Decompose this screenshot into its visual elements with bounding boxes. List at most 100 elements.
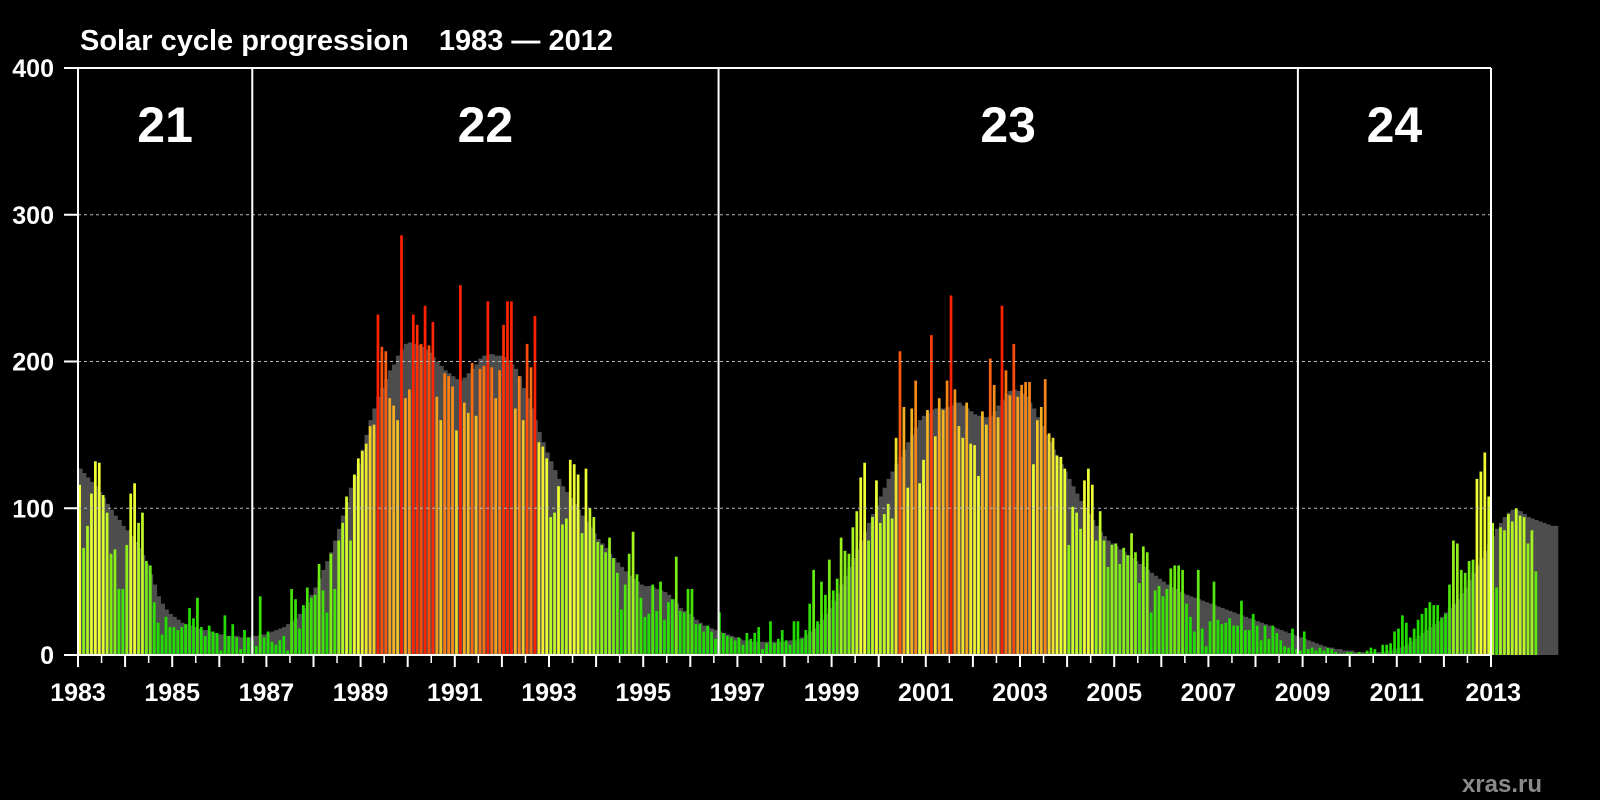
monthly-bar [651, 584, 655, 655]
monthly-bar [1393, 631, 1396, 655]
monthly-bar [1424, 608, 1428, 655]
monthly-bar [894, 437, 898, 655]
monthly-bar [1228, 618, 1232, 655]
monthly-bar [192, 618, 195, 655]
monthly-bar [235, 637, 239, 655]
x-tick-label: 2007 [1181, 679, 1237, 707]
monthly-bar [588, 508, 592, 655]
monthly-bar [973, 445, 976, 655]
monthly-bar [298, 628, 301, 655]
monthly-bar [129, 493, 133, 655]
monthly-bar [223, 615, 227, 655]
monthly-bar [411, 314, 415, 655]
monthly-bar [502, 324, 505, 655]
monthly-bar [1526, 543, 1530, 655]
monthly-bar [655, 610, 658, 655]
smoothed-bar [274, 630, 279, 655]
y-tick-label: 100 [12, 495, 54, 523]
monthly-bar [1094, 540, 1098, 655]
monthly-bar [957, 426, 961, 655]
monthly-bar [148, 565, 152, 655]
cycle-dividers: 21 22 23 24 [137, 68, 1422, 655]
monthly-bar [247, 637, 250, 655]
monthly-bar [937, 398, 941, 655]
monthly-bar [353, 474, 356, 655]
monthly-bar [1106, 566, 1110, 655]
monthly-bar [254, 646, 258, 655]
smoothed-bar [760, 641, 766, 655]
monthly-bar [510, 301, 513, 655]
smoothed-bar [117, 519, 122, 655]
monthly-bar [576, 474, 580, 655]
monthly-bar [1000, 305, 1004, 655]
monthly-bar [1389, 643, 1392, 655]
monthly-bar [659, 581, 662, 656]
monthly-bar [1181, 569, 1184, 655]
monthly-bar [965, 402, 969, 655]
smoothed-bar [238, 637, 244, 655]
monthly-bar [953, 389, 957, 655]
monthly-bar [918, 483, 921, 655]
monthly-bar [1036, 420, 1039, 655]
monthly-bar [392, 405, 396, 655]
monthly-bar [533, 316, 537, 655]
smoothed-bar [1286, 632, 1292, 655]
monthly-bar [294, 599, 297, 655]
smoothed-bar [1545, 524, 1551, 655]
smoothed-bar [1192, 597, 1198, 655]
monthly-bar [1267, 638, 1271, 655]
monthly-bar [435, 396, 439, 655]
monthly-bar [619, 609, 623, 655]
monthly-bar [302, 605, 305, 655]
monthly-bar [753, 632, 757, 655]
monthly-bar [513, 408, 517, 655]
monthly-bar [553, 512, 556, 655]
monthly-bar [922, 459, 925, 655]
monthly-bar [1291, 628, 1294, 655]
monthly-bar [290, 588, 293, 655]
monthly-bar [996, 417, 1000, 655]
monthly-bar [561, 524, 564, 655]
monthly-bar [415, 324, 419, 655]
monthly-bar [380, 346, 384, 655]
monthly-bar [1495, 587, 1498, 655]
monthly-bar [663, 619, 666, 655]
smoothed-bar [1306, 640, 1312, 655]
watermark: xras.ru [1462, 771, 1542, 798]
x-tick-label: 1993 [521, 679, 577, 707]
x-tick-label: 1983 [50, 679, 106, 707]
monthly-bar [824, 594, 827, 655]
smoothed-bar [1542, 522, 1547, 655]
monthly-bar [678, 610, 682, 655]
monthly-bar [152, 602, 156, 655]
monthly-bar [1373, 649, 1377, 655]
monthly-bar [439, 420, 443, 655]
monthly-bar [879, 522, 882, 655]
monthly-bar [859, 477, 863, 655]
monthly-bar [160, 634, 164, 655]
monthly-bar [725, 635, 729, 655]
monthly-bar [537, 442, 541, 655]
monthly-bar [329, 553, 333, 655]
monthly-bar [478, 368, 482, 655]
monthly-bar [1216, 619, 1220, 655]
monthly-bar [521, 420, 525, 655]
monthly-bar [694, 624, 698, 655]
x-tick-label: 2003 [992, 679, 1048, 707]
monthly-bar [1397, 628, 1400, 655]
cycle-label: 23 [980, 97, 1036, 153]
monthly-bar [1224, 622, 1228, 655]
monthly-bar [1008, 395, 1012, 655]
monthly-bar [125, 544, 129, 655]
chart-subtitle: 1983 — 2012 [439, 25, 613, 57]
monthly-bar [765, 643, 768, 655]
monthly-bar [769, 621, 772, 655]
monthly-bar [1275, 632, 1279, 655]
monthly-bar [305, 587, 309, 655]
monthly-bar [1161, 596, 1165, 655]
monthly-bar [647, 613, 651, 655]
monthly-bar [1063, 468, 1067, 655]
monthly-bar [910, 408, 914, 655]
monthly-bar [1416, 619, 1420, 655]
monthly-bar [86, 525, 89, 655]
